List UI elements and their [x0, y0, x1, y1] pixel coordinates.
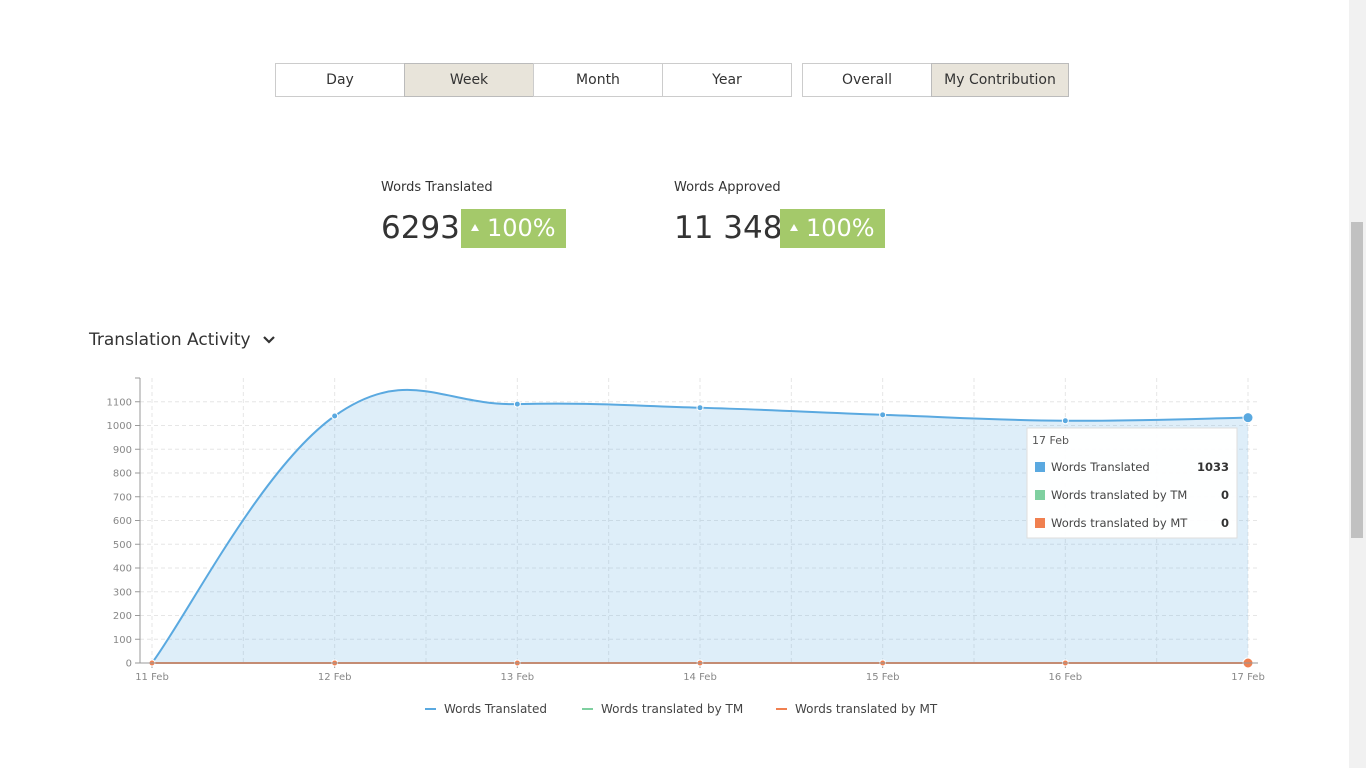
x-tick-label: 12 Feb	[318, 672, 352, 683]
change-text: 100%	[487, 214, 556, 242]
point	[696, 404, 704, 412]
x-tick-label: 13 Feb	[501, 672, 535, 683]
y-tick-label: 900	[113, 445, 132, 456]
y-tick-label: 0	[126, 659, 132, 670]
tooltip-box	[1026, 427, 1238, 539]
tooltip-swatch	[1035, 518, 1045, 528]
tooltip-swatch	[1035, 462, 1045, 472]
point	[879, 659, 887, 667]
y-tick-label: 400	[113, 564, 132, 575]
y-tick-label: 1000	[107, 421, 132, 432]
x-tick-label: 11 Feb	[135, 672, 169, 683]
stat-value: 11 348	[674, 210, 783, 246]
up-icon	[790, 224, 798, 231]
x-tick-label: 17 Feb	[1231, 672, 1265, 683]
point	[879, 411, 887, 419]
point	[513, 400, 521, 408]
y-tick-label: 700	[113, 492, 132, 503]
stat-value: 6293	[381, 210, 460, 246]
tooltip-value: 0	[1221, 516, 1229, 530]
point	[1061, 659, 1069, 667]
area	[152, 389, 1248, 663]
point	[513, 659, 521, 667]
point	[513, 659, 521, 667]
point	[696, 659, 704, 667]
legend-label: Words translated by TM	[601, 702, 743, 716]
x-tick-label: 14 Feb	[683, 672, 717, 683]
stat-change: 100%	[780, 209, 885, 248]
point	[331, 412, 339, 420]
point	[1242, 412, 1254, 424]
change-text: 100%	[806, 214, 875, 242]
scope-button[interactable]: My Contribution	[931, 63, 1069, 97]
tooltip: 17 Feb Words Translated 1033 Words translat…	[1026, 427, 1238, 539]
point	[148, 659, 156, 667]
up-icon	[471, 224, 479, 231]
tooltip-label: Words translated by TM	[1051, 488, 1187, 502]
tooltip-label: Words translated by MT	[1051, 516, 1188, 530]
point	[331, 659, 339, 667]
section-title[interactable]: Translation Activity	[89, 330, 276, 350]
title-text: Translation Activity	[89, 330, 251, 350]
point	[879, 659, 887, 667]
line	[151, 388, 1249, 664]
point	[1242, 657, 1254, 669]
point	[148, 659, 156, 667]
legend-label: Words translated by MT	[795, 702, 938, 716]
period-button[interactable]: Year	[662, 63, 792, 97]
tooltip-swatch	[1035, 490, 1045, 500]
y-tick-label: 200	[113, 611, 132, 622]
legend-label: Words Translated	[444, 702, 547, 716]
y-tick-label: 500	[113, 540, 132, 551]
stat-change: 100%	[461, 209, 566, 248]
period-button[interactable]: Week	[404, 63, 534, 97]
y-tick-label: 300	[113, 587, 132, 598]
point	[696, 659, 704, 667]
tooltip-value: 0	[1221, 488, 1229, 502]
stat-label: Words Translated	[381, 180, 493, 195]
y-tick-label: 100	[113, 635, 132, 646]
point	[148, 659, 156, 667]
period-button[interactable]: Month	[533, 63, 663, 97]
point	[1242, 657, 1254, 669]
tooltip-value: 1033	[1197, 460, 1229, 474]
x-tick-label: 16 Feb	[1049, 672, 1083, 683]
y-tick-label: 800	[113, 469, 132, 480]
tooltip-header: 17 Feb	[1032, 434, 1069, 447]
tooltip-label: Words Translated	[1051, 460, 1150, 474]
scope-button[interactable]: Overall	[802, 63, 932, 97]
period-button[interactable]: Day	[275, 63, 405, 97]
point	[331, 659, 339, 667]
y-tick-label: 600	[113, 516, 132, 527]
scrollbar-thumb[interactable]	[1351, 222, 1363, 538]
point	[1061, 417, 1069, 425]
point	[1061, 659, 1069, 667]
y-tick-label: 1100	[107, 397, 132, 408]
scrollbar[interactable]	[1349, 0, 1366, 768]
chevron	[263, 336, 275, 344]
stat-label: Words Approved	[674, 180, 781, 195]
x-tick-label: 15 Feb	[866, 672, 900, 683]
